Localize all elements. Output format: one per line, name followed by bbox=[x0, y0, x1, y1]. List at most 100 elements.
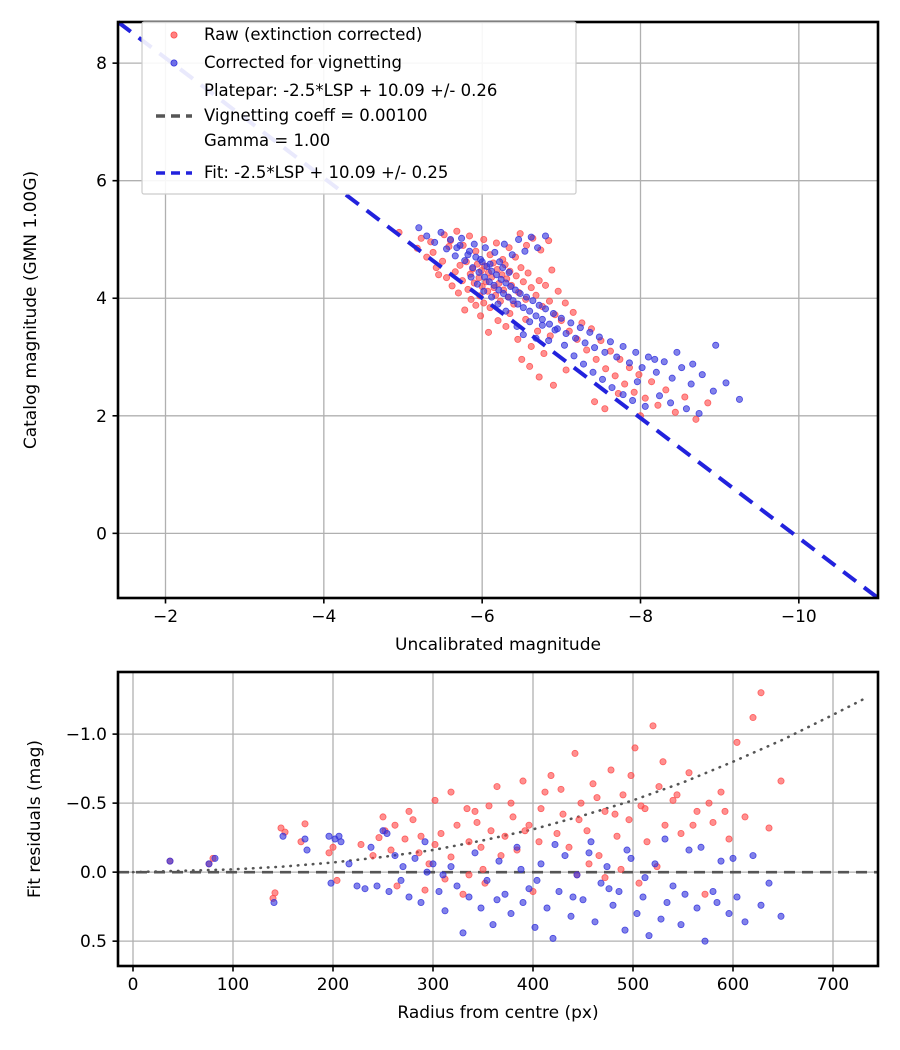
data-point bbox=[379, 813, 387, 821]
data-point bbox=[559, 810, 567, 818]
data-point bbox=[519, 899, 527, 907]
data-point bbox=[325, 849, 333, 857]
data-point bbox=[477, 904, 485, 912]
data-point bbox=[504, 293, 512, 301]
data-point bbox=[601, 874, 609, 882]
data-point bbox=[277, 824, 285, 832]
data-point bbox=[545, 297, 553, 305]
data-point bbox=[513, 843, 521, 851]
data-point bbox=[519, 304, 527, 312]
data-point bbox=[678, 364, 686, 372]
data-point bbox=[499, 264, 507, 272]
data-point bbox=[651, 355, 659, 363]
data-point bbox=[353, 882, 361, 890]
data-point bbox=[279, 832, 287, 840]
data-point bbox=[387, 846, 395, 854]
data-point bbox=[507, 910, 515, 918]
data-point bbox=[601, 348, 609, 356]
data-point bbox=[494, 300, 502, 308]
data-point bbox=[524, 269, 532, 277]
data-point bbox=[453, 821, 461, 829]
data-point bbox=[701, 937, 709, 945]
data-point bbox=[625, 816, 633, 824]
xtick-label: 700 bbox=[817, 975, 849, 995]
data-point bbox=[621, 926, 629, 934]
data-point bbox=[613, 353, 621, 361]
data-point bbox=[383, 829, 391, 837]
data-point bbox=[592, 355, 600, 363]
data-point bbox=[507, 799, 515, 807]
data-point bbox=[329, 843, 337, 851]
data-point bbox=[657, 915, 665, 923]
data-point bbox=[693, 904, 701, 912]
data-point bbox=[591, 918, 599, 926]
data-point bbox=[571, 749, 579, 757]
ytick-label: −0.5 bbox=[66, 794, 107, 814]
data-point bbox=[613, 832, 621, 840]
legend-label: Corrected for vignetting bbox=[204, 53, 402, 72]
legend-item[interactable]: Raw (extinction corrected) bbox=[170, 25, 422, 44]
data-point bbox=[516, 290, 524, 298]
data-point bbox=[431, 238, 439, 246]
data-point bbox=[527, 284, 535, 292]
data-point bbox=[521, 247, 529, 255]
data-point bbox=[611, 810, 619, 818]
data-point bbox=[517, 865, 525, 873]
data-point bbox=[472, 247, 480, 255]
data-point bbox=[483, 876, 491, 884]
data-point bbox=[569, 308, 577, 316]
legend-item[interactable]: Corrected for vignetting bbox=[170, 53, 402, 72]
data-point bbox=[327, 879, 335, 887]
data-point bbox=[698, 371, 706, 379]
data-point bbox=[608, 384, 616, 392]
data-point bbox=[570, 352, 578, 360]
data-point bbox=[535, 277, 543, 285]
legend-item[interactable]: Platepar: -2.5*LSP + 10.09 +/- 0.26 bbox=[204, 81, 497, 100]
data-point bbox=[465, 893, 473, 901]
data-point bbox=[540, 349, 548, 357]
data-point bbox=[668, 374, 676, 382]
data-point bbox=[635, 879, 643, 887]
data-point bbox=[638, 364, 646, 372]
legend-label: Platepar: -2.5*LSP + 10.09 +/- 0.26 bbox=[204, 81, 497, 100]
data-point bbox=[569, 893, 577, 901]
data-point bbox=[717, 788, 725, 796]
data-point bbox=[514, 300, 522, 308]
data-point bbox=[587, 838, 595, 846]
axes-spines bbox=[116, 670, 880, 968]
data-point bbox=[595, 333, 603, 341]
data-point bbox=[667, 399, 675, 407]
data-point bbox=[549, 310, 557, 318]
data-point bbox=[689, 360, 697, 368]
legend-item[interactable]: Vignetting coeff = 0.00100 bbox=[156, 106, 428, 125]
data-point bbox=[553, 829, 561, 837]
data-point bbox=[501, 890, 509, 898]
data-point bbox=[619, 342, 627, 350]
data-point bbox=[397, 876, 405, 884]
data-point bbox=[525, 821, 533, 829]
data-point bbox=[685, 846, 693, 854]
data-point bbox=[733, 738, 741, 746]
data-point bbox=[725, 835, 733, 843]
data-point bbox=[660, 358, 668, 366]
data-point bbox=[481, 244, 489, 252]
xtick-label: 300 bbox=[417, 975, 449, 995]
data-point bbox=[465, 871, 473, 879]
data-point bbox=[508, 251, 516, 259]
y-axis-label: Catalog magnitude (GMN 1.00G) bbox=[21, 171, 41, 449]
data-point bbox=[490, 281, 498, 289]
xtick-label: −2 bbox=[153, 607, 178, 627]
data-point bbox=[580, 360, 588, 368]
data-point bbox=[405, 893, 413, 901]
data-point bbox=[509, 813, 517, 821]
data-point bbox=[632, 348, 640, 356]
data-point bbox=[489, 921, 497, 929]
data-point bbox=[511, 286, 519, 294]
data-point bbox=[607, 766, 615, 774]
data-point bbox=[538, 321, 546, 329]
legend-item[interactable]: Gamma = 1.00 bbox=[204, 131, 330, 150]
data-point bbox=[623, 846, 631, 854]
data-point bbox=[581, 339, 589, 347]
data-point bbox=[535, 301, 543, 309]
legend-item[interactable]: Fit: -2.5*LSP + 10.09 +/- 0.25 bbox=[156, 163, 448, 182]
